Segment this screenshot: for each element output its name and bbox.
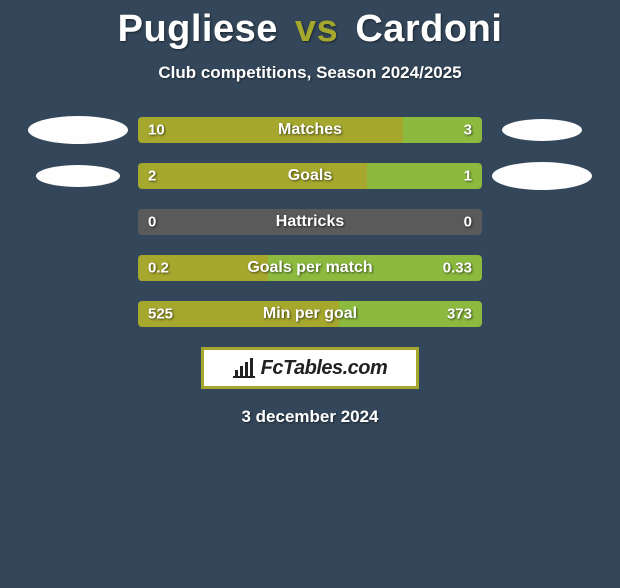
stat-bar: 10 Matches 3	[138, 117, 482, 143]
flank-left	[18, 116, 138, 144]
stat-bar: 525 Min per goal 373	[138, 301, 482, 327]
stat-value-b: 1	[464, 168, 472, 185]
logo-text: FcTables.com	[261, 357, 388, 380]
stat-bar: 2 Goals 1	[138, 163, 482, 189]
stat-value-a: 525	[148, 306, 173, 323]
stat-label: Min per goal	[263, 305, 357, 323]
vs-text: vs	[295, 8, 338, 50]
player1-name: Pugliese	[118, 8, 278, 50]
stat-label: Hattricks	[276, 213, 344, 231]
date: 3 december 2024	[0, 407, 620, 427]
flank-right	[482, 119, 602, 141]
stat-label: Goals per match	[247, 259, 372, 277]
flank-right	[482, 162, 602, 190]
stat-row-hattricks: 0 Hattricks 0	[0, 209, 620, 235]
ellipse-icon	[492, 162, 592, 190]
bar-segment-a	[138, 163, 367, 189]
stat-row-goals: 2 Goals 1	[0, 163, 620, 189]
ellipse-icon	[28, 116, 128, 144]
stat-row-mpg: 525 Min per goal 373	[0, 301, 620, 327]
stat-value-b: 0.33	[443, 260, 472, 277]
stat-label: Goals	[288, 167, 332, 185]
comparison-title: Pugliese vs Cardoni	[0, 8, 620, 51]
stat-value-b: 373	[447, 306, 472, 323]
stat-bar: 0 Hattricks 0	[138, 209, 482, 235]
flank-left	[18, 165, 138, 187]
ellipse-icon	[36, 165, 120, 187]
stats-container: 10 Matches 3 2 Goals 1 0 Hattricks 0	[0, 117, 620, 327]
logo: FcTables.com	[233, 357, 388, 380]
bar-segment-a	[138, 117, 403, 143]
stat-value-a: 0	[148, 214, 156, 231]
subtitle: Club competitions, Season 2024/2025	[0, 63, 620, 83]
stat-value-b: 0	[464, 214, 472, 231]
stat-row-gpm: 0.2 Goals per match 0.33	[0, 255, 620, 281]
barchart-icon	[233, 358, 257, 378]
ellipse-icon	[502, 119, 582, 141]
stat-value-a: 10	[148, 122, 165, 139]
stat-value-a: 0.2	[148, 260, 169, 277]
stat-bar: 0.2 Goals per match 0.33	[138, 255, 482, 281]
stat-row-matches: 10 Matches 3	[0, 117, 620, 143]
stat-label: Matches	[278, 121, 342, 139]
stat-value-a: 2	[148, 168, 156, 185]
logo-box: FcTables.com	[201, 347, 419, 389]
stat-value-b: 3	[464, 122, 472, 139]
player2-name: Cardoni	[355, 8, 502, 50]
